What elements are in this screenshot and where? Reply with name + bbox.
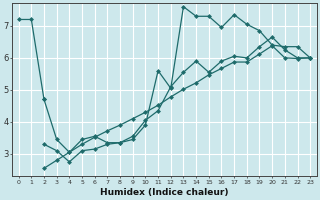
X-axis label: Humidex (Indice chaleur): Humidex (Indice chaleur)	[100, 188, 229, 197]
